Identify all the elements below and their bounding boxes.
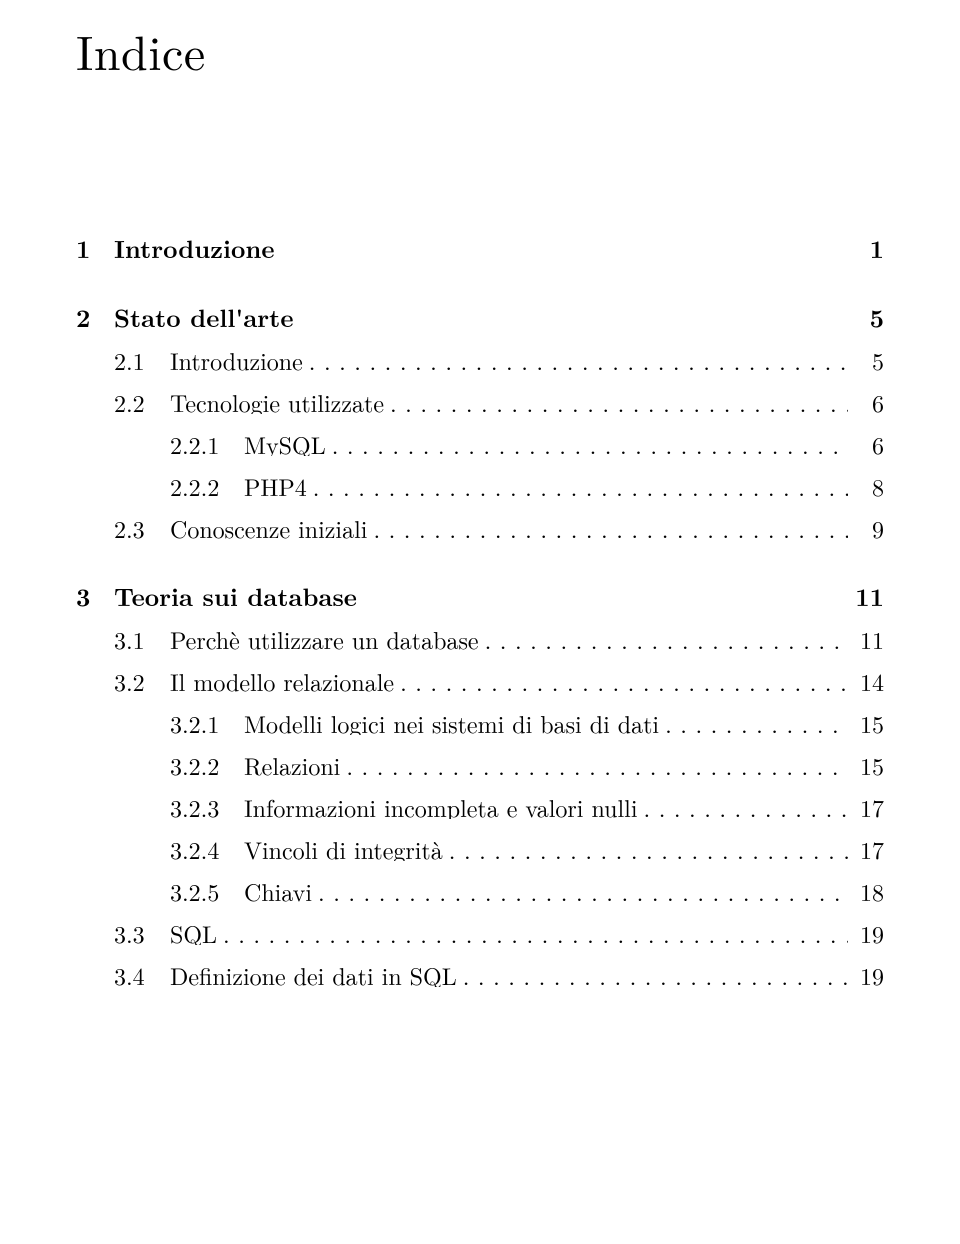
toc-entry-page: 6 <box>848 390 884 414</box>
toc-subsection: 3.2.4 Vincoli di integrità .............… <box>76 837 884 861</box>
toc-entry-number: 3.2.1 <box>170 711 244 735</box>
toc-entry-label: Chiavi <box>244 879 318 903</box>
toc-entry-number: 3.2.5 <box>170 879 244 903</box>
toc-leaders: ........................................… <box>463 963 848 987</box>
toc-section: 3.2 Il modello relazionale .............… <box>76 669 884 693</box>
toc-entry-label: Il modello relazionale <box>170 669 400 693</box>
toc-entry-label: Definizione dei dati in SQL <box>170 963 463 987</box>
toc-entry-page: 19 <box>848 921 884 945</box>
toc-entry-number: 3 <box>76 584 114 609</box>
toc-entry-label: Conoscenze iniziali <box>170 516 373 540</box>
toc-section: 3.1 Perchè utilizzare un database ......… <box>76 627 884 651</box>
toc-subsection: 3.2.3 Informazioni incompleta e valori n… <box>76 795 884 819</box>
toc-chapter: 3 Teoria sui database 11 <box>76 584 884 609</box>
page: Indice 1 Introduzione 1 2 Stato dell'art… <box>0 0 960 1244</box>
toc-entry-number: 2.2.2 <box>170 474 244 498</box>
toc-entry-label: MySQL <box>244 432 332 456</box>
toc-section: 2.3 Conoscenze iniziali ................… <box>76 516 884 540</box>
toc-entry-page: 15 <box>848 753 884 777</box>
toc-entry-page: 8 <box>848 474 884 498</box>
toc-leaders: ........................................… <box>373 516 848 540</box>
toc-leaders: ........................................… <box>400 669 848 693</box>
toc-section: 3.4 Definizione dei dati in SQL ........… <box>76 963 884 987</box>
toc-entry-number: 3.2.3 <box>170 795 244 819</box>
toc-entry-label: Stato dell'arte <box>114 305 848 330</box>
toc-section: 2.1 Introduzione .......................… <box>76 348 884 372</box>
toc-subsection: 3.2.5 Chiavi ...........................… <box>76 879 884 903</box>
toc-entry-label: SQL <box>170 921 223 945</box>
toc-entry-number: 1 <box>76 236 114 261</box>
toc-entry-number: 3.4 <box>114 963 170 987</box>
toc-leaders: ........................................… <box>309 348 848 372</box>
toc-chapter: 2 Stato dell'arte 5 <box>76 305 884 330</box>
toc-entry-page: 5 <box>848 305 884 330</box>
toc-entry-page: 17 <box>848 795 884 819</box>
toc-leaders: ........................................… <box>390 390 848 414</box>
toc-entry-number: 3.1 <box>114 627 170 651</box>
toc-entry-page: 18 <box>848 879 884 903</box>
toc-entry-page: 17 <box>848 837 884 861</box>
toc-section: 3.3 SQL ................................… <box>76 921 884 945</box>
toc-chapter: 1 Introduzione 1 <box>76 236 884 261</box>
toc-leaders: ........................................… <box>313 474 848 498</box>
toc-entry-label: Perchè utilizzare un database <box>170 627 485 651</box>
toc-entry-number: 2.1 <box>114 348 170 372</box>
toc-entry-label: Relazioni <box>244 753 346 777</box>
toc-leaders: ........................................… <box>665 711 848 735</box>
toc-entry-number: 2 <box>76 305 114 330</box>
toc-leaders: ........................................… <box>644 795 848 819</box>
toc-leaders: ........................................… <box>449 837 848 861</box>
toc-entry-number: 3.2 <box>114 669 170 693</box>
toc-entry-label: Introduzione <box>114 236 848 261</box>
toc-entry-number: 2.2 <box>114 390 170 414</box>
toc-entry-label: Teoria sui database <box>114 584 847 609</box>
toc-entry-label: Vincoli di integrità <box>244 837 449 861</box>
toc-section: 2.2 Tecnologie utilizzate ..............… <box>76 390 884 414</box>
toc-entry-number: 3.2.2 <box>170 753 244 777</box>
toc-entry-number: 3.2.4 <box>170 837 244 861</box>
toc-entry-page: 11 <box>847 584 884 609</box>
toc-entry-number: 2.2.1 <box>170 432 244 456</box>
toc-entry-page: 6 <box>848 432 884 456</box>
toc-entry-label: PHP4 <box>244 474 313 498</box>
toc-entry-label: Introduzione <box>170 348 309 372</box>
toc-entry-label: Modelli logici nei sistemi di basi di da… <box>244 711 665 735</box>
toc-entry-page: 14 <box>848 669 884 693</box>
toc-entry-page: 5 <box>848 348 884 372</box>
toc-entry-label: Informazioni incompleta e valori nulli <box>244 795 644 819</box>
toc-entry-page: 9 <box>848 516 884 540</box>
toc-leaders: ........................................… <box>318 879 848 903</box>
toc-title: Indice <box>76 0 884 192</box>
toc-leaders: ........................................… <box>346 753 848 777</box>
toc-entry-number: 3.3 <box>114 921 170 945</box>
toc-entry-page: 1 <box>848 236 884 261</box>
toc-entry-page: 11 <box>848 627 884 651</box>
toc-entry-number: 2.3 <box>114 516 170 540</box>
toc-subsection: 2.2.1 MySQL ............................… <box>76 432 884 456</box>
toc-list: 1 Introduzione 1 2 Stato dell'arte 5 2.1… <box>76 236 884 987</box>
toc-leaders: ........................................… <box>485 627 848 651</box>
toc-leaders: ........................................… <box>223 921 848 945</box>
toc-entry-label: Tecnologie utilizzate <box>170 390 390 414</box>
toc-leaders: ........................................… <box>332 432 848 456</box>
toc-entry-page: 19 <box>848 963 884 987</box>
toc-subsection: 3.2.2 Relazioni ........................… <box>76 753 884 777</box>
toc-entry-page: 15 <box>848 711 884 735</box>
toc-subsection: 3.2.1 Modelli logici nei sistemi di basi… <box>76 711 884 735</box>
toc-subsection: 2.2.2 PHP4 .............................… <box>76 474 884 498</box>
